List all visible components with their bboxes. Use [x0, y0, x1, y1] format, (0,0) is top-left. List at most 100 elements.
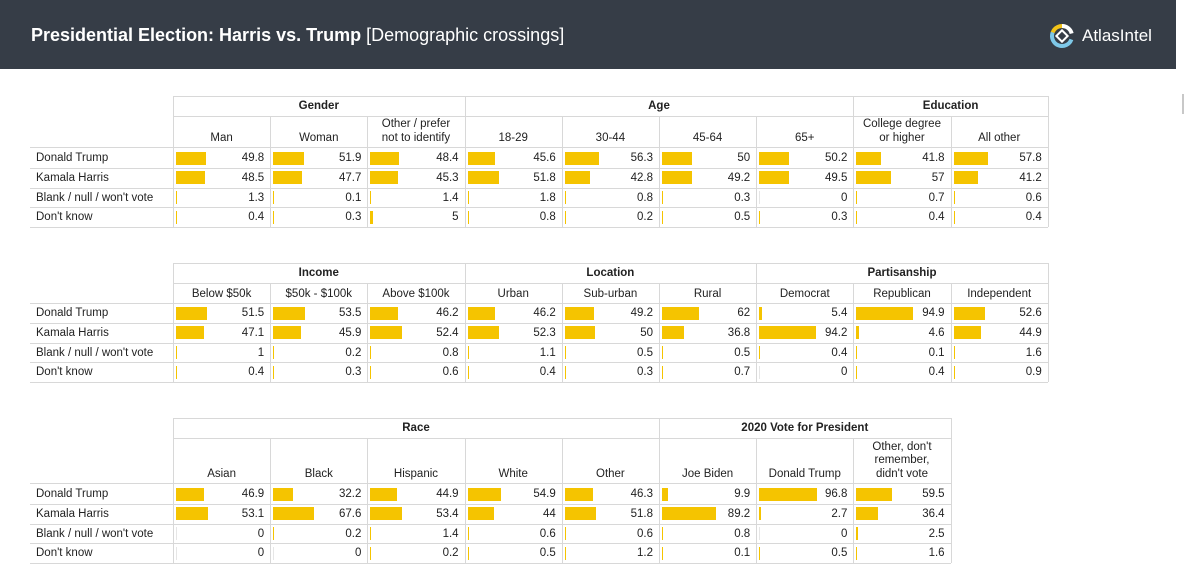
row-label: Don't know [36, 366, 93, 379]
data-label: 1.1 [539, 346, 556, 359]
data-label: 0.3 [345, 211, 362, 224]
data-label: 1.3 [248, 191, 265, 204]
data-label: 42.8 [630, 171, 653, 184]
column-divider [659, 283, 660, 383]
data-label: 52.3 [533, 326, 556, 339]
data-bar [856, 507, 879, 521]
data-bar [856, 326, 860, 340]
data-label: 0 [354, 547, 362, 560]
data-label: 0.2 [345, 346, 362, 359]
table-right-border [950, 418, 952, 564]
data-bar [273, 191, 275, 205]
data-bar [467, 151, 495, 165]
data-label: 46.2 [533, 307, 556, 319]
group-header: 2020 Vote for President [741, 422, 869, 434]
data-bar [176, 326, 205, 340]
data-label: 1 [257, 346, 265, 359]
row-border [30, 322, 1048, 324]
data-bar [467, 487, 501, 501]
data-label: 2.7 [831, 507, 848, 520]
data-label: 46.9 [241, 488, 265, 500]
column-header: Sub-urban [583, 287, 638, 300]
data-bar [953, 306, 986, 320]
column-divider [561, 283, 563, 383]
data-bar [953, 171, 979, 185]
data-bar [856, 191, 858, 205]
column-header: 65+ [795, 131, 815, 144]
data-label: 0.2 [345, 527, 362, 540]
data-bar [759, 151, 790, 165]
column-header: 45-64 [692, 131, 723, 144]
data-bar [273, 365, 275, 379]
data-bar [856, 210, 858, 224]
data-bar [662, 171, 692, 185]
data-label: 49.2 [727, 171, 751, 184]
column-header: Above $100k [382, 287, 450, 300]
column-header: Below $50k [191, 287, 252, 300]
data-label: 67.6 [338, 507, 362, 520]
row-border [30, 563, 951, 565]
data-label: 48.4 [436, 152, 459, 164]
data-bar [759, 546, 761, 560]
data-label: 0.2 [636, 211, 653, 224]
data-label: 0.1 [928, 346, 945, 359]
data-bar [467, 191, 469, 205]
data-bar [953, 326, 981, 340]
group-header: Partisanship [867, 267, 937, 279]
data-label: 46.2 [436, 307, 459, 319]
row-border [30, 503, 951, 505]
column-header-border [30, 147, 1048, 148]
table-top-border [173, 418, 951, 419]
data-bar [662, 326, 685, 340]
group-header-border [173, 283, 1048, 284]
data-bar [759, 507, 761, 521]
data-bar [953, 191, 955, 205]
column-header-border [30, 483, 951, 484]
data-label: 41.2 [1019, 171, 1042, 184]
data-label: 0.4 [928, 211, 945, 224]
data-label: 41.8 [922, 152, 945, 164]
data-label: 36.8 [727, 326, 751, 339]
column-header: Donald Trump [768, 467, 841, 480]
data-label: 53.1 [241, 507, 265, 520]
data-label: 49.5 [824, 171, 848, 184]
row-label: Donald Trump [36, 307, 109, 319]
data-bar [856, 171, 891, 185]
data-bar [759, 210, 761, 224]
data-label: 52.4 [436, 326, 459, 339]
data-label: 51.8 [533, 171, 556, 184]
data-bar [273, 171, 302, 185]
data-bar [273, 326, 301, 340]
group-divider [659, 418, 660, 564]
data-label: 47.1 [241, 326, 265, 339]
data-bar [370, 326, 402, 340]
data-bar [564, 191, 566, 205]
data-label: 0.2 [442, 547, 459, 560]
data-label: 44 [542, 507, 556, 520]
data-label: 1.6 [1025, 346, 1042, 359]
column-header: Rural [693, 287, 722, 300]
data-label: 44.9 [1019, 326, 1042, 339]
data-bar [662, 191, 663, 205]
column-header: Hispanic [393, 467, 439, 480]
group-header: Race [402, 422, 430, 434]
group-header: Location [586, 267, 635, 279]
data-bar [662, 546, 663, 560]
scrollbar-thumb[interactable] [1182, 94, 1184, 114]
data-label: 0.6 [1025, 191, 1042, 204]
data-bar [759, 191, 761, 205]
data-bar [856, 346, 858, 360]
group-header: Income [298, 267, 339, 279]
data-bar [759, 306, 763, 320]
data-bar [370, 487, 398, 501]
data-bar [176, 151, 206, 165]
data-bar [273, 546, 275, 560]
data-bar [662, 306, 700, 320]
row-label: Blank / null / won't vote [36, 191, 154, 204]
data-bar [662, 507, 716, 521]
brand-name: AtlasIntel [1082, 26, 1152, 45]
data-label: 0.4 [539, 366, 556, 379]
data-label: 0.6 [636, 527, 653, 540]
table-right-border [1047, 96, 1049, 228]
row-label: Don't know [36, 547, 93, 560]
